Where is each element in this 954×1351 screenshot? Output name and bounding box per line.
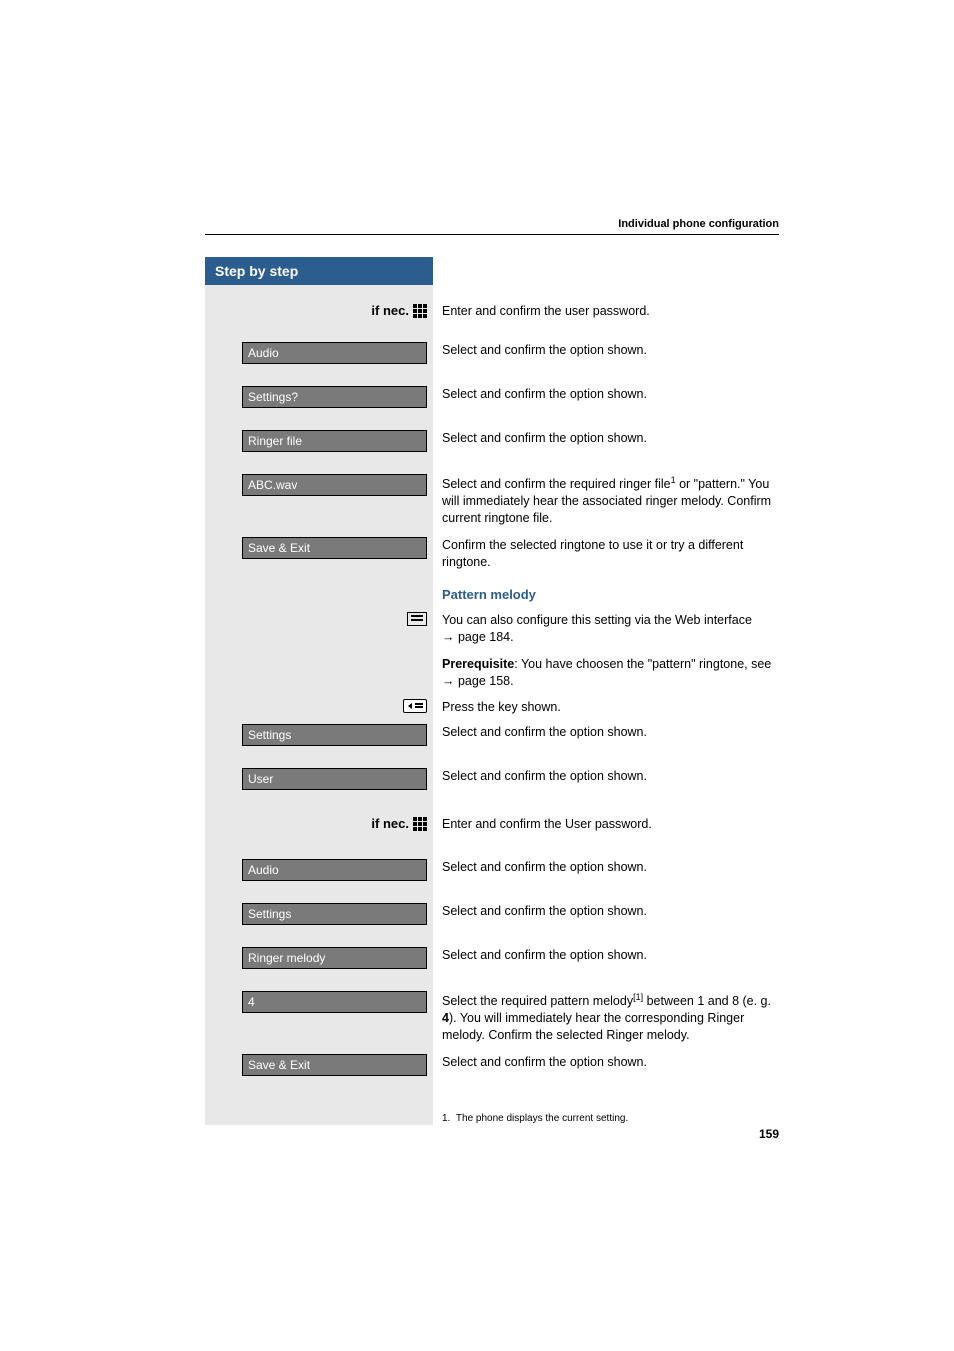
instruction-row: Audio Select and confirm the option shown… (205, 342, 779, 364)
instruction-text: Select and confirm the option shown. (433, 768, 779, 785)
instruction-text: Enter and confirm the User password. (433, 816, 779, 833)
header-rule (205, 234, 779, 235)
instruction-text: You can also configure this setting via … (433, 612, 779, 646)
web-icon (407, 612, 427, 626)
instruction-text: Select and confirm the option shown. (433, 859, 779, 876)
instruction-row: ABC.wav Select and confirm the required r… (205, 474, 779, 527)
sidebar-heading: Step by step (205, 257, 433, 285)
phone-display-text: Audio (242, 342, 427, 364)
if-nec-text: if nec. (371, 303, 427, 318)
phone-display-text: Ringer file (242, 430, 427, 452)
web-interface-icon (205, 612, 433, 626)
phone-display-text: Audio (242, 859, 427, 881)
display-option-box: Save & Exit (205, 1054, 433, 1076)
if-nec-text: if nec. (371, 816, 427, 831)
display-option-box: User (205, 768, 433, 790)
instruction-row: You can also configure this setting via … (205, 612, 779, 646)
footnote-text: 1. The phone displays the current settin… (433, 1112, 779, 1126)
instruction-row: User Select and confirm the option shown. (205, 768, 779, 790)
instruction-text: Select and confirm the option shown. (433, 903, 779, 920)
instruction-row: 1. The phone displays the current settin… (205, 1112, 779, 1126)
instruction-text: Prerequisite: You have choosen the "patt… (433, 656, 779, 690)
instruction-text: Select and confirm the required ringer f… (433, 474, 779, 527)
instruction-row: Press the key shown. (205, 699, 779, 716)
instruction-text: Select and confirm the option shown. (433, 430, 779, 447)
phone-display-text: Settings (242, 903, 427, 925)
instruction-text: Select and confirm the option shown. (433, 342, 779, 359)
instruction-text: Confirm the selected ringtone to use it … (433, 537, 779, 571)
instruction-row: Settings? Select and confirm the option s… (205, 386, 779, 408)
instruction-text: Select and confirm the option shown. (433, 386, 779, 403)
display-option-box: Settings? (205, 386, 433, 408)
instruction-row: Save & Exit Select and confirm the option… (205, 1054, 779, 1076)
display-option-box: 4 (205, 991, 433, 1013)
instruction-row: Ringer file Select and confirm the option… (205, 430, 779, 452)
phone-display-text: User (242, 768, 427, 790)
display-option-box: ABC.wav (205, 474, 433, 496)
phone-display-text: Save & Exit (242, 537, 427, 559)
if-necessary-label: if nec. (205, 303, 433, 318)
instruction-text: Enter and confirm the user password. (433, 303, 779, 320)
instruction-row: if nec. Enter and confirm the user passw… (205, 303, 779, 320)
display-option-box: Ringer file (205, 430, 433, 452)
phone-display-text: 4 (242, 991, 427, 1013)
display-option-box: Audio (205, 342, 433, 364)
display-option-box: Audio (205, 859, 433, 881)
key-press-icon (205, 699, 433, 713)
phone-display-text: Ringer melody (242, 947, 427, 969)
phone-display-text: ABC.wav (242, 474, 427, 496)
display-option-box: Settings (205, 903, 433, 925)
display-option-box: Ringer melody (205, 947, 433, 969)
display-option-box: Save & Exit (205, 537, 433, 559)
instruction-text: Select and confirm the option shown. (433, 1054, 779, 1071)
instruction-text: Select the required pattern melody[1] be… (433, 991, 779, 1044)
section-subheading: Pattern melody (433, 586, 779, 604)
page: Individual phone configuration Step by s… (0, 0, 954, 1351)
instruction-row: 4 Select the required pattern melody[1] b… (205, 991, 779, 1044)
instruction-text: Select and confirm the option shown. (433, 724, 779, 741)
instruction-text: Select and confirm the option shown. (433, 947, 779, 964)
instruction-row: Settings Select and confirm the option sh… (205, 724, 779, 746)
instruction-row: Ringer melody Select and confirm the opti… (205, 947, 779, 969)
phone-display-text: Settings? (242, 386, 427, 408)
phone-display-text: Save & Exit (242, 1054, 427, 1076)
display-option-box: Settings (205, 724, 433, 746)
instruction-row: Audio Select and confirm the option shown… (205, 859, 779, 881)
key-icon (403, 699, 427, 713)
phone-display-text: Settings (242, 724, 427, 746)
page-number: 159 (759, 1127, 779, 1141)
instruction-text: Press the key shown. (433, 699, 779, 716)
if-necessary-label: if nec. (205, 816, 433, 831)
instruction-row: Pattern melody (205, 586, 779, 604)
instruction-row: Prerequisite: You have choosen the "patt… (205, 656, 779, 690)
instruction-row: Settings Select and confirm the option sh… (205, 903, 779, 925)
page-header-title: Individual phone configuration (618, 218, 779, 230)
instruction-row: if nec. Enter and confirm the User passw… (205, 816, 779, 833)
instruction-row: Save & Exit Confirm the selected ringtone… (205, 537, 779, 571)
